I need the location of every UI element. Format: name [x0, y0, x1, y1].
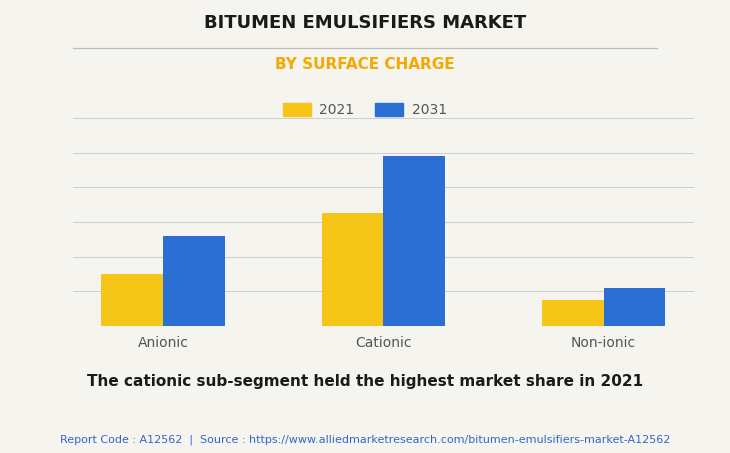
Legend: 2021, 2031: 2021, 2031	[278, 97, 452, 123]
Bar	[101, 274, 163, 326]
Bar	[321, 213, 383, 326]
Text: BY SURFACE CHARGE: BY SURFACE CHARGE	[275, 57, 455, 72]
Bar	[163, 236, 225, 326]
Bar	[604, 288, 665, 326]
Bar	[542, 300, 604, 326]
Text: Report Code : A12562  |  Source : https://www.alliedmarketresearch.com/bitumen-e: Report Code : A12562 | Source : https://…	[60, 435, 670, 445]
Bar	[383, 156, 445, 326]
Text: BITUMEN EMULSIFIERS MARKET: BITUMEN EMULSIFIERS MARKET	[204, 14, 526, 32]
Text: The cationic sub-segment held the highest market share in 2021: The cationic sub-segment held the highes…	[87, 374, 643, 389]
